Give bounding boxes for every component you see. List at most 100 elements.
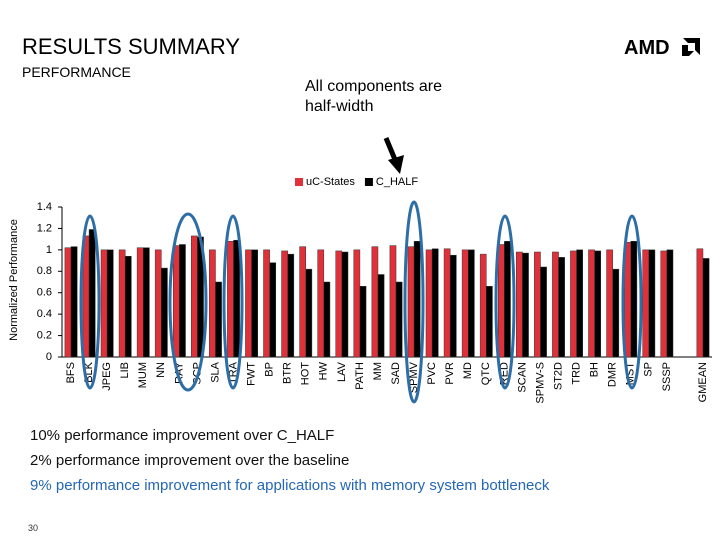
- y-axis-label: Normalized Performance: [8, 219, 20, 341]
- slide-title: RESULTS SUMMARY: [22, 34, 241, 59]
- bar: [179, 244, 186, 358]
- highlights: [79, 200, 643, 404]
- x-tick-label: PVR: [444, 362, 456, 385]
- x-tick-label: FWT: [245, 362, 257, 386]
- bar: [504, 241, 511, 358]
- bar: [227, 241, 234, 358]
- bar: [558, 257, 565, 358]
- arrow-head: [388, 155, 404, 174]
- bar: [630, 241, 638, 358]
- bar: [443, 248, 451, 358]
- bar: [106, 249, 114, 358]
- highlight: [79, 214, 101, 390]
- bar: [377, 274, 385, 358]
- x-tick-label: SLA: [209, 361, 221, 382]
- x-tick-label: SAD: [390, 362, 402, 385]
- y-tick-label: 0.8: [37, 265, 52, 277]
- bar: [64, 247, 72, 358]
- highlight: [494, 214, 516, 390]
- bar: [209, 249, 216, 358]
- x-tick-label: SP: [643, 362, 655, 377]
- bar: [389, 245, 397, 358]
- bar: [359, 286, 367, 358]
- slide-number: 30: [28, 523, 39, 533]
- bar: [449, 254, 457, 358]
- bar: [660, 250, 668, 358]
- bar: [570, 250, 577, 358]
- slide-subtitle: PERFORMANCE: [22, 64, 131, 80]
- bar: [468, 249, 475, 358]
- bar: [642, 249, 650, 358]
- bar: [136, 247, 144, 358]
- x-tick-label: PATH: [354, 362, 366, 390]
- logo-mark: [682, 38, 700, 56]
- legend-label: uC-States: [306, 176, 355, 188]
- bar: [594, 250, 602, 358]
- arrow: [383, 137, 399, 163]
- bar: [245, 249, 252, 358]
- bar: [696, 248, 704, 358]
- x-tick-label: TRD: [570, 362, 582, 385]
- bar: [395, 281, 403, 358]
- bar: [522, 252, 529, 358]
- x-tick-label: GMEAN: [697, 362, 709, 402]
- bar: [353, 249, 361, 358]
- x-tick-label: MD: [462, 362, 474, 379]
- bar: [124, 256, 132, 358]
- bar: [516, 251, 523, 358]
- note: 2% performance improvement over the base…: [30, 452, 350, 469]
- bar: [606, 249, 613, 358]
- bar: [154, 249, 162, 358]
- bar: [305, 268, 313, 358]
- x-tick-label: BFS: [65, 362, 77, 383]
- bar: [431, 248, 439, 358]
- bar: [172, 245, 180, 358]
- x-tick-label: SPMV: [408, 361, 420, 393]
- bar: [335, 250, 343, 358]
- highlight: [621, 214, 643, 390]
- bar: [70, 246, 78, 358]
- highlight: [222, 214, 244, 390]
- x-tick-label: PVC: [426, 362, 438, 385]
- bar: [534, 251, 541, 358]
- highlight: [168, 212, 208, 392]
- bar: [100, 249, 108, 358]
- x-tick-label: HOT: [300, 362, 312, 386]
- legend-label: C_HALF: [376, 176, 418, 188]
- y-tick-label: 0.2: [37, 329, 52, 341]
- y-tick-label: 0: [46, 351, 52, 363]
- x-tick-label: LIB: [119, 362, 131, 379]
- bar: [612, 268, 620, 358]
- y-tick-label: 1.4: [37, 201, 52, 213]
- bar: [215, 281, 222, 358]
- y-tick-label: 0.4: [37, 308, 52, 320]
- bar: [118, 249, 126, 358]
- bar: [281, 250, 288, 358]
- bar: [552, 251, 559, 358]
- bar: [161, 267, 168, 358]
- x-tick-label: SCAN: [516, 362, 528, 393]
- bar: [497, 244, 505, 358]
- bar: [341, 251, 349, 358]
- bar: [540, 266, 547, 358]
- bar: [371, 246, 379, 358]
- bar: [323, 281, 331, 358]
- bar: [287, 253, 295, 358]
- notes: 10% performance improvement over C_HALF …: [30, 423, 549, 498]
- bar: [461, 249, 469, 358]
- bar: [407, 246, 415, 358]
- x-tick-label: ST2D: [552, 362, 564, 390]
- bar: [479, 253, 487, 358]
- x-tick-label: DMR: [607, 362, 619, 387]
- x-tick-label: HW: [318, 361, 330, 380]
- x-tick-label: MUM: [137, 362, 149, 388]
- note: 9% performance improvement for applicati…: [30, 477, 550, 494]
- x-tick-label: JPEG: [101, 362, 113, 391]
- note: 10% performance improvement over C_HALF: [30, 427, 335, 444]
- x-tick-label: BTR: [282, 362, 294, 384]
- bar: [588, 249, 595, 358]
- x-tick-label: BP: [264, 362, 276, 377]
- bar: [263, 249, 270, 358]
